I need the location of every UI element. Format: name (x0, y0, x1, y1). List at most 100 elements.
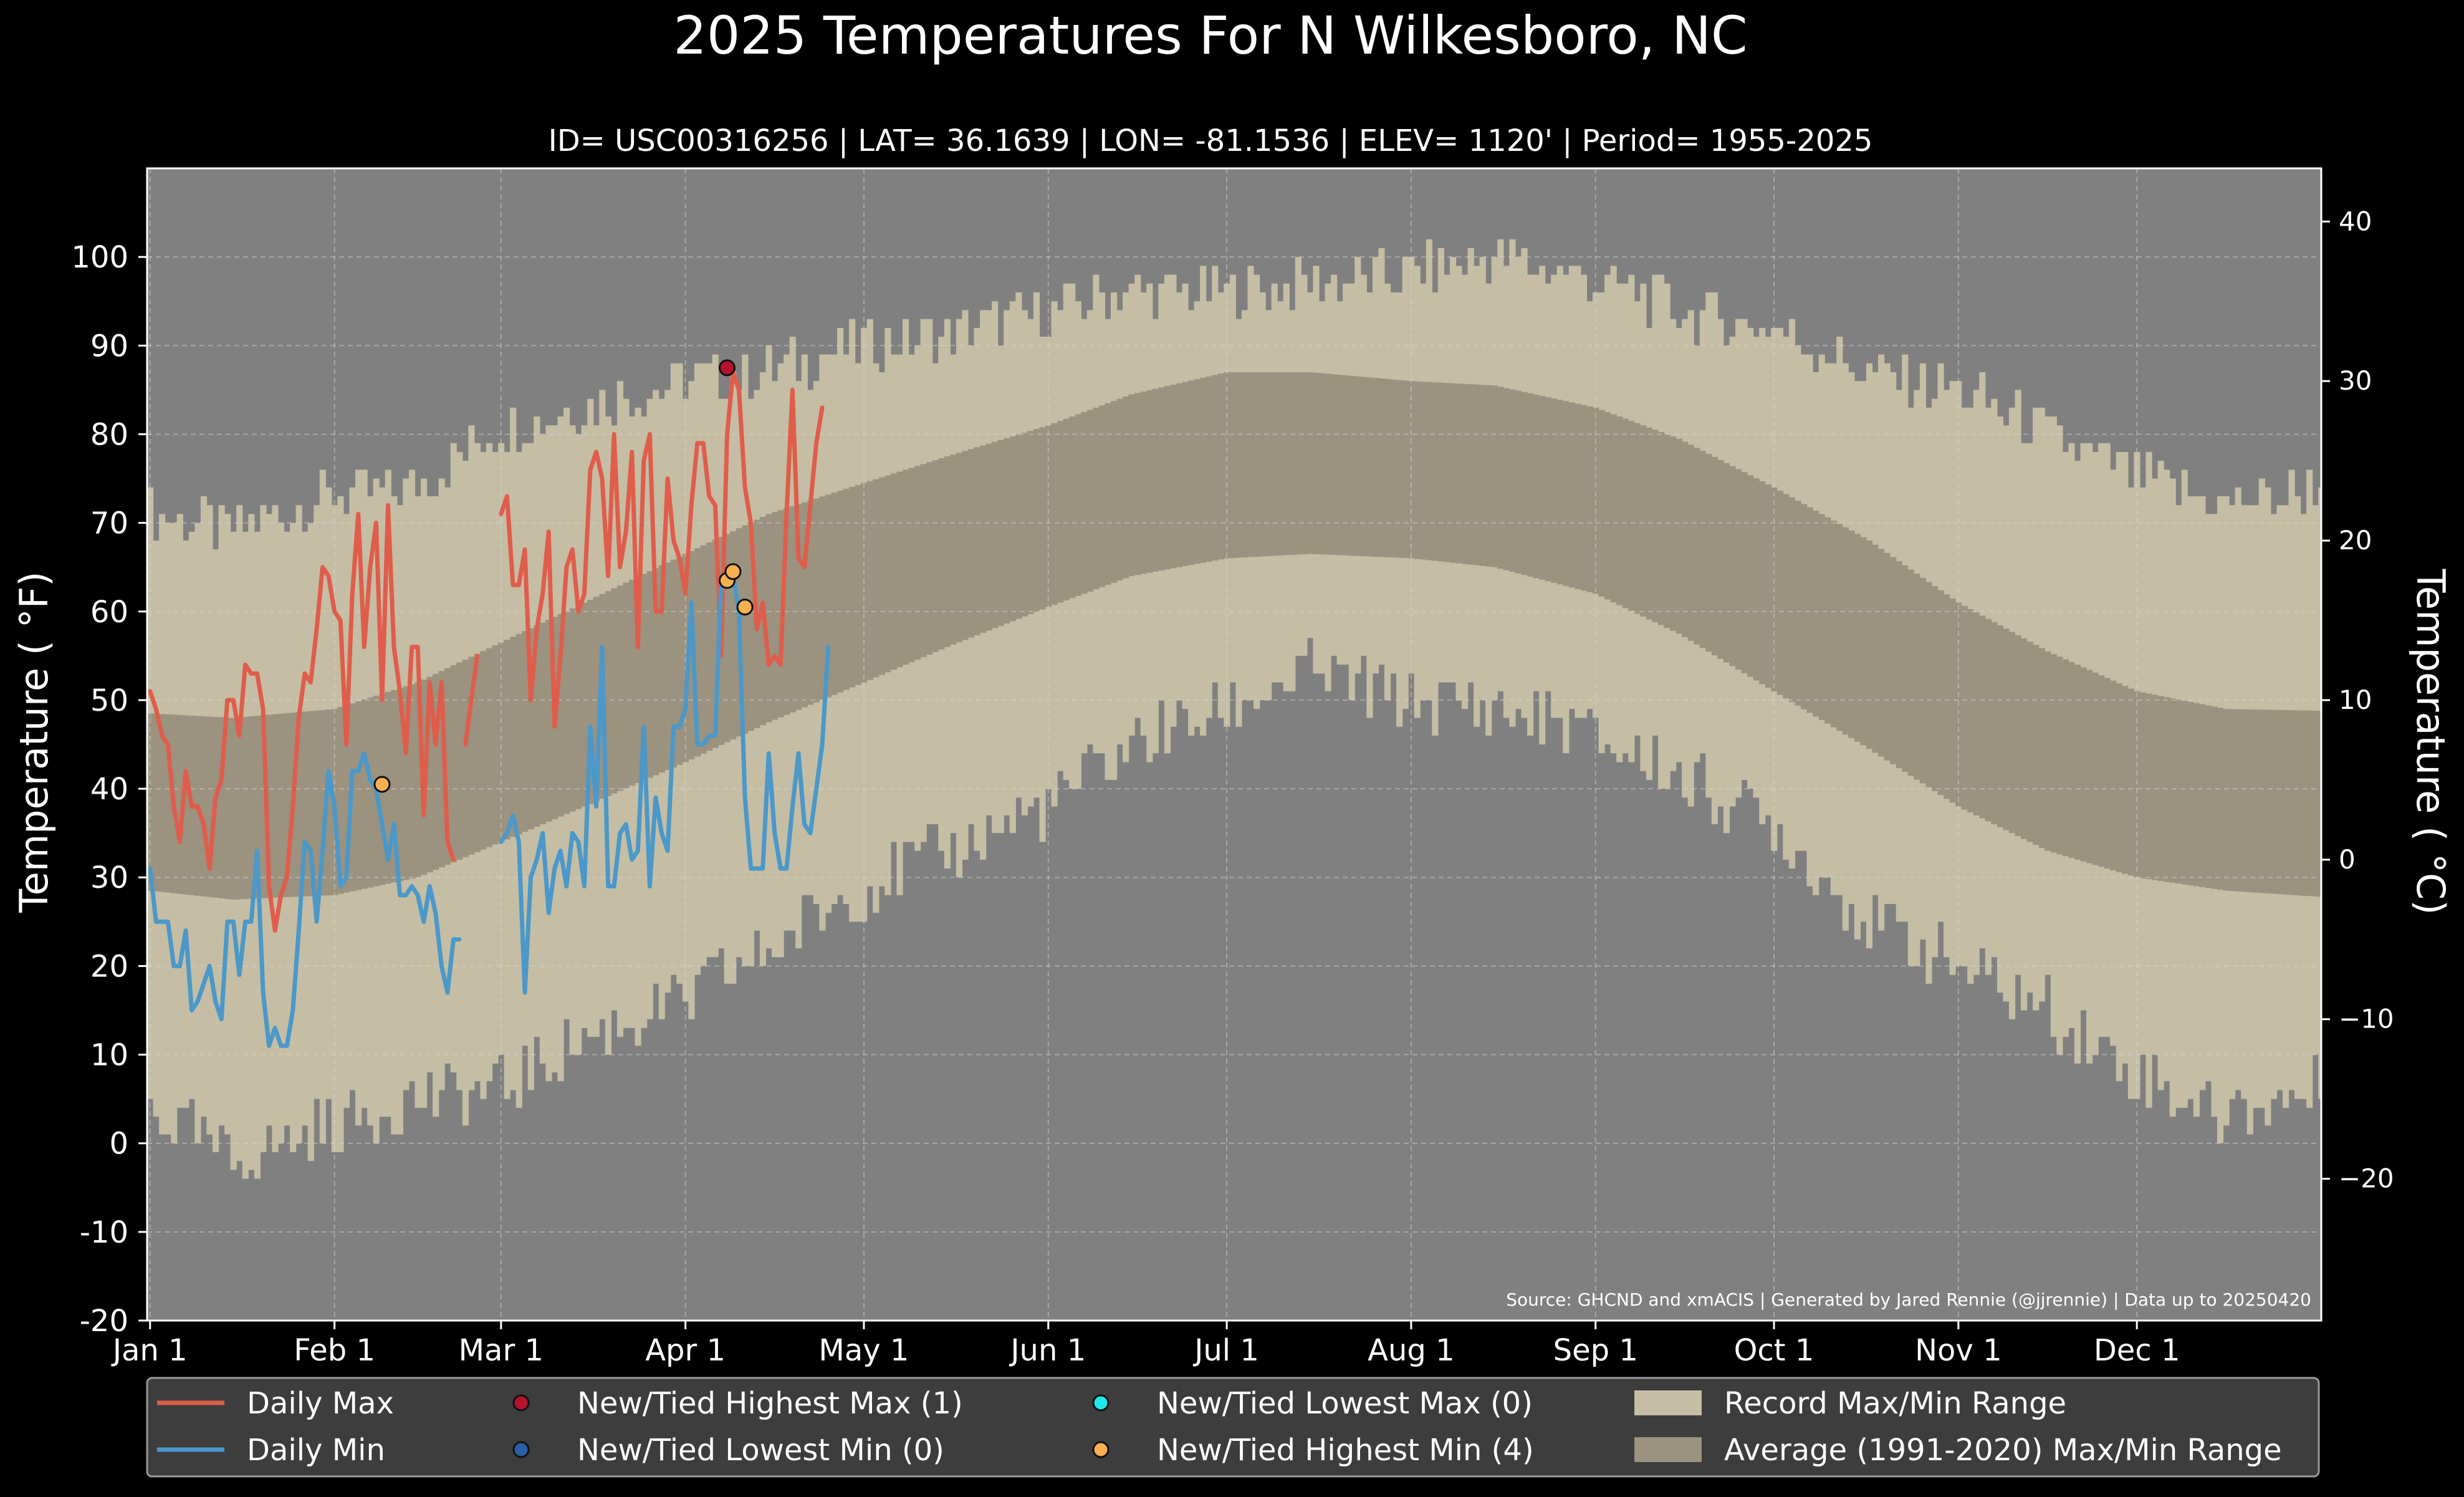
legend-swatch-marker (512, 1394, 530, 1412)
normal-range-bar (444, 668, 451, 865)
normal-range-bar (1568, 402, 1575, 588)
normal-range-bar (2110, 680, 2117, 870)
normal-range-bar (795, 504, 802, 710)
normal-range-bar (1556, 400, 1563, 585)
normal-range-bar (1705, 454, 1712, 652)
normal-range-bar (1931, 586, 1939, 791)
normal-range-bar (1866, 541, 1873, 749)
normal-range-bar (1735, 469, 1742, 670)
normal-range-bar (1771, 487, 1778, 691)
normal-range-bar (254, 716, 261, 899)
normal-range-bar (2116, 683, 2122, 872)
normal-range-bar (1086, 410, 1093, 592)
normal-range-bar (1884, 552, 1891, 761)
normal-range-bar (1015, 434, 1022, 619)
normal-range-bar (1396, 380, 1403, 558)
normal-range-bar (1200, 377, 1207, 563)
normal-range-bar (153, 713, 160, 892)
normal-range-bar (1116, 398, 1123, 581)
normal-range-bar (873, 479, 880, 678)
normal-range-bar (1806, 507, 1813, 713)
normal-range-bar (2258, 710, 2265, 893)
x-tick-label: Apr 1 (645, 1333, 726, 1368)
normal-range-bar (938, 458, 945, 650)
normal-range-bar (2270, 710, 2278, 894)
y-tick-label-fahrenheit: 80 (90, 417, 128, 452)
normal-range-bar (1158, 387, 1165, 571)
normal-range-bar (1467, 384, 1474, 565)
normal-range-bar (861, 483, 868, 683)
normal-range-bar (1408, 381, 1415, 559)
normal-range-bar (1420, 382, 1427, 560)
normal-range-bar (1444, 383, 1450, 562)
normal-range-bar (1259, 372, 1266, 557)
normal-range-bar (1497, 387, 1504, 569)
normal-range-bar (1515, 390, 1522, 574)
normal-range-bar (1527, 393, 1534, 577)
normal-range-bar (2318, 710, 2321, 897)
normal-range-bar (1271, 372, 1278, 556)
normal-range-bar (962, 451, 969, 640)
normal-range-bar (1682, 441, 1689, 638)
normal-range-bar (2127, 688, 2134, 876)
plot-area: Source: GHCND and xmACIS | Generated by … (146, 167, 2323, 1322)
normal-range-bar (1765, 484, 1771, 688)
normal-range-bar (2038, 648, 2045, 848)
normal-range-bar (2294, 710, 2301, 896)
normal-range-bar (1878, 549, 1885, 757)
normal-range-bar (1146, 390, 1153, 573)
normal-range-bar (587, 599, 594, 804)
normal-range-bar (837, 491, 844, 693)
normal-range-bar (248, 716, 255, 899)
normal-range-bar (2015, 635, 2021, 836)
x-tick-label: Dec 1 (2094, 1333, 2180, 1368)
normal-range-bar (825, 494, 832, 698)
normal-range-bar (2026, 642, 2033, 842)
normal-range-bar (670, 559, 677, 768)
normal-range-bar (1813, 511, 1819, 717)
normal-range-bar (486, 648, 493, 847)
x-tick-label: Sep 1 (1553, 1333, 1638, 1368)
normal-range-bar (408, 684, 416, 879)
normal-range-bar (2175, 699, 2182, 884)
normal-range-bar (974, 447, 980, 635)
normal-range-bar (396, 688, 403, 882)
normal-range-bar (1224, 372, 1230, 559)
normal-range-bar (1110, 401, 1118, 583)
legend-label: New/Tied Lowest Min (0) (577, 1433, 944, 1468)
normal-range-bar (724, 534, 731, 743)
normal-range-bar (1348, 375, 1355, 556)
normal-range-bar (1455, 383, 1462, 564)
normal-range-bar (2181, 700, 2188, 885)
normal-range-bar (468, 657, 475, 855)
normal-range-bar (1533, 394, 1540, 579)
normal-range-bar (896, 471, 903, 668)
normal-range-bar (433, 673, 439, 870)
normal-range-bar (1860, 537, 1867, 746)
normal-range-bar (2229, 709, 2236, 892)
normal-range-bar (635, 577, 641, 783)
x-tick-label: May 1 (818, 1333, 909, 1368)
series-line-daily-min (148, 574, 831, 1048)
normal-range-bar (1462, 383, 1469, 564)
legend-swatch-patch (1634, 1437, 1702, 1462)
normal-range-bar (2050, 654, 2057, 853)
normal-range-bar (1081, 412, 1088, 594)
normal-range-bar (1937, 590, 1944, 796)
normal-range-bar (1051, 423, 1058, 605)
normal-range-bar (926, 462, 933, 655)
normal-range-bar (498, 642, 505, 842)
y-tick-label-celsius: −20 (2339, 1163, 2394, 1194)
normal-range-bar (1997, 625, 2004, 827)
legend-label: Daily Max (247, 1386, 394, 1421)
normal-range-bar (1004, 438, 1010, 624)
normal-range-bar (1539, 396, 1546, 580)
normal-range-bar (2282, 710, 2289, 895)
normal-range-bar (956, 453, 963, 643)
normal-range-bar (1991, 622, 1998, 824)
normal-range-bar (950, 455, 957, 645)
y-tick-label-celsius: −10 (2339, 1004, 2394, 1034)
normal-range-bar (1872, 544, 1879, 753)
y-tick-label-fahrenheit: 30 (90, 860, 128, 895)
